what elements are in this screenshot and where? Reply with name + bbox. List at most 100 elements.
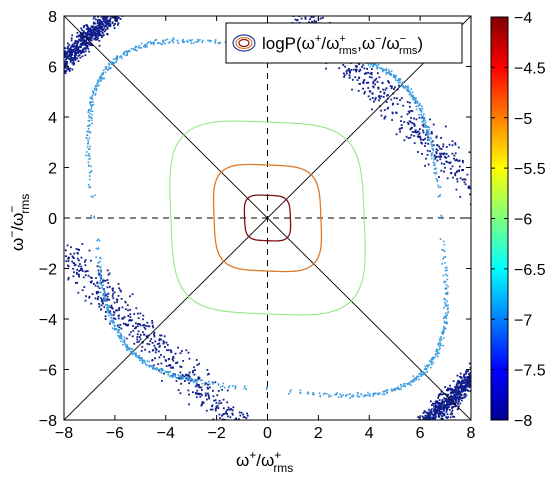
tail-point (400, 97, 403, 99)
contour-speckle (86, 130, 88, 133)
tail-point (411, 126, 413, 129)
tail-point (158, 342, 161, 345)
x-tick-label: 6 (416, 425, 425, 442)
tail-point (359, 82, 361, 85)
tail-point (77, 52, 79, 54)
y-tick-label: 0 (48, 211, 57, 228)
tail-point (444, 156, 447, 159)
tail-point (453, 391, 455, 394)
tail-point (468, 362, 471, 365)
contour-speckle (426, 365, 429, 368)
tail-point (95, 38, 97, 40)
contour-speckle (424, 371, 426, 374)
tail-point (98, 305, 101, 308)
tail-point (150, 338, 153, 340)
contour-speckle (88, 109, 91, 111)
tail-point (83, 31, 86, 34)
contour-speckle (102, 281, 104, 284)
contour-speckle (101, 77, 103, 79)
tail-point (139, 324, 142, 327)
contour-speckle (101, 286, 103, 289)
contour-speckle (421, 121, 423, 123)
tail-point (363, 79, 366, 81)
tail-point (109, 20, 112, 23)
tail-point (159, 334, 161, 337)
tail-point (94, 33, 97, 35)
tail-point (450, 172, 452, 174)
tail-point (451, 401, 453, 403)
contour-speckle (396, 387, 399, 390)
contour-speckle (115, 60, 117, 63)
tail-point (67, 42, 69, 45)
contour-speckle (126, 349, 128, 351)
contour-speckle (432, 362, 435, 364)
tail-point (84, 41, 87, 44)
tail-point (149, 340, 152, 342)
tail-point (196, 384, 198, 387)
tail-point (67, 265, 70, 268)
contour-speckle (394, 387, 397, 390)
contour-speckle (435, 177, 438, 180)
contour-speckle (401, 83, 403, 85)
contour-speckle (167, 374, 170, 376)
contour-speckle (363, 394, 366, 397)
contour-speckle (87, 111, 90, 113)
tail-point (92, 17, 95, 20)
contour-speckle (435, 348, 438, 351)
tail-point (454, 174, 457, 177)
tail-point (163, 335, 166, 338)
tail-point (73, 257, 75, 259)
contour-speckle (442, 333, 444, 336)
contour-speckle (386, 391, 388, 394)
contour-speckle (407, 382, 410, 384)
contour-speckle (443, 331, 445, 333)
contour-speckle (91, 113, 93, 116)
contour-speckle (438, 348, 441, 351)
tail-point (82, 43, 85, 46)
tail-point (458, 160, 460, 162)
contour-speckle (214, 42, 217, 44)
contour-speckle (108, 310, 110, 312)
contour-speckle (265, 388, 268, 390)
contour-speckle (350, 395, 353, 398)
contour-speckle (442, 317, 445, 320)
tail-point (456, 178, 459, 180)
tail-point (435, 152, 438, 155)
tail-point (130, 319, 132, 322)
tail-point (67, 57, 70, 59)
tail-point (160, 338, 162, 341)
contour-speckle (367, 391, 369, 394)
contour-speckle (123, 336, 125, 339)
contour-speckle (107, 308, 110, 311)
tail-point (469, 385, 471, 388)
tail-point (440, 417, 443, 420)
contour-speckle (404, 385, 406, 387)
tail-point (207, 383, 209, 386)
tail-point (158, 345, 161, 348)
tail-point (211, 405, 213, 408)
tail-point (110, 306, 113, 309)
tail-point (451, 396, 454, 398)
tail-point (385, 101, 388, 103)
tail-point (87, 31, 89, 33)
tail-point (343, 76, 345, 78)
contour-speckle (126, 348, 128, 350)
tail-point (380, 114, 383, 117)
tail-point (174, 352, 177, 355)
tail-point (112, 314, 115, 316)
tail-point (77, 274, 80, 276)
tail-point (86, 270, 89, 272)
contour-speckle (433, 156, 435, 158)
contour-speckle (110, 314, 113, 316)
contour-speckle (399, 79, 402, 81)
contour-speckle (212, 381, 214, 383)
contour-speckle (424, 119, 426, 122)
contour-speckle (156, 367, 158, 370)
tail-point (417, 133, 420, 136)
contour-speckle (140, 358, 143, 360)
contour-speckle (150, 365, 152, 368)
contour-speckle (110, 313, 112, 315)
y-tick-label: 8 (48, 9, 57, 26)
tail-point (158, 338, 161, 340)
contour-speckle (442, 258, 444, 260)
